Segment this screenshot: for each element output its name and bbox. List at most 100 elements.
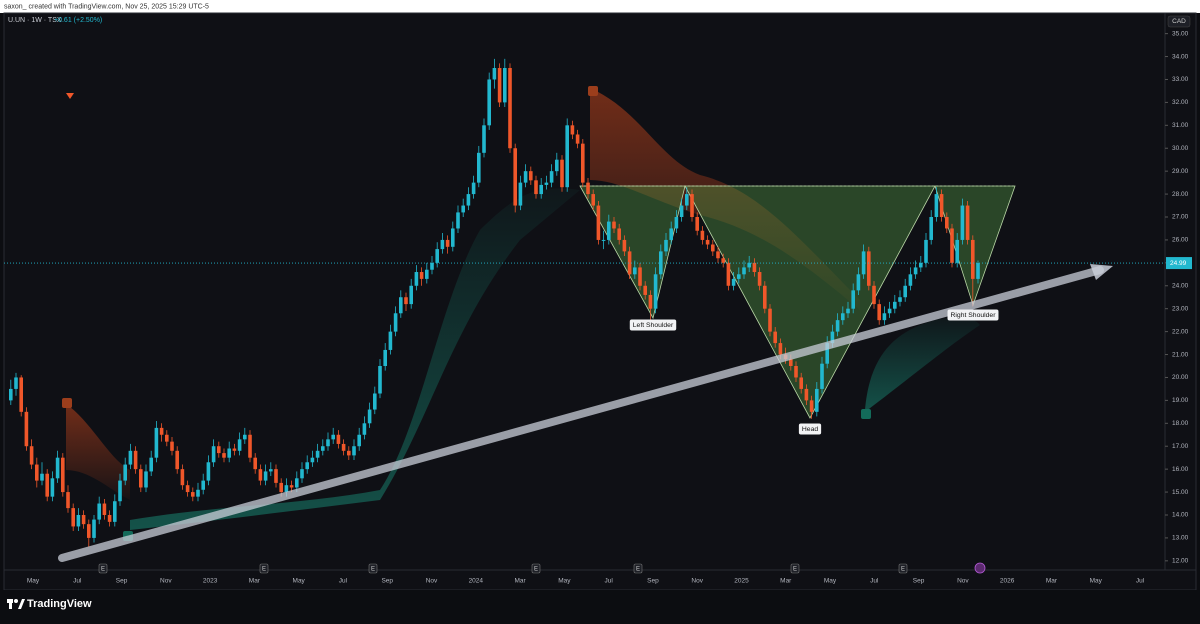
signal-up xyxy=(861,409,871,419)
y-tick-label: 27.00 xyxy=(1172,214,1189,221)
candle-body xyxy=(55,457,60,479)
candle-body xyxy=(269,469,273,472)
y-tick-label: 26.00 xyxy=(1172,237,1189,244)
y-tick-label: 18.00 xyxy=(1172,420,1189,427)
candle-body xyxy=(331,434,335,440)
logo-mark xyxy=(14,599,18,603)
candle-body xyxy=(726,262,731,286)
indicator-cloud-up xyxy=(865,317,980,412)
candle-body xyxy=(133,450,138,470)
indicator-cloud-down xyxy=(66,404,130,500)
candle-body xyxy=(950,228,954,263)
annotation-box xyxy=(798,423,822,435)
event-box xyxy=(898,563,908,574)
x-tick-label: May xyxy=(27,578,40,585)
signal-down xyxy=(66,93,74,99)
y-tick-label: 19.00 xyxy=(1172,397,1189,404)
brand: TradingView xyxy=(27,598,92,610)
candle-body xyxy=(633,267,637,275)
annotation: Right Shoulder xyxy=(951,312,997,319)
candle-body xyxy=(534,180,538,195)
right-shoulder-shape xyxy=(934,185,1016,307)
candle-body xyxy=(180,469,185,486)
candle-body xyxy=(149,457,153,472)
candle-body xyxy=(497,68,502,103)
candle-body xyxy=(388,331,393,350)
candle-body xyxy=(804,388,809,401)
candle-body xyxy=(872,285,876,305)
candle-body xyxy=(695,217,699,231)
candle-body xyxy=(903,285,907,298)
candle-body xyxy=(685,194,689,206)
candle-body xyxy=(61,457,65,493)
candle-body xyxy=(653,274,658,309)
candle-body xyxy=(705,239,710,245)
pattern xyxy=(579,185,1016,419)
y-tick-label: 33.00 xyxy=(1172,76,1189,83)
candle-body xyxy=(877,304,881,321)
y-tick-label: 32.00 xyxy=(1172,99,1189,106)
y-tick-label: 35.00 xyxy=(1172,30,1189,37)
candle-body xyxy=(92,519,96,538)
candle-body xyxy=(76,514,81,527)
event-box xyxy=(259,563,269,574)
candle-body xyxy=(170,441,174,451)
candle-body xyxy=(763,285,767,309)
y-tick-label: 23.00 xyxy=(1172,305,1189,312)
y-tick-label: 24.00 xyxy=(1172,282,1189,289)
arrow-head xyxy=(1090,264,1113,280)
symbol-title: U.UN · 1W · TSX xyxy=(8,17,62,24)
candle-body xyxy=(461,205,465,213)
candle-body xyxy=(414,272,419,286)
signal-down xyxy=(62,398,72,408)
candle-body xyxy=(518,182,523,206)
candle-body xyxy=(757,272,762,286)
x-tick-label: Jul xyxy=(339,578,348,585)
y-tick-label: 28.00 xyxy=(1172,191,1189,198)
candle-body xyxy=(347,450,351,456)
candle-body xyxy=(570,125,575,135)
x-tick-label: Nov xyxy=(160,578,172,585)
candle-body xyxy=(477,152,481,183)
candle-body xyxy=(29,446,34,465)
candle-body xyxy=(409,285,413,305)
candle-body xyxy=(971,239,975,279)
candle-body xyxy=(128,450,133,465)
candle-body xyxy=(747,262,751,268)
x-tick-label: Jul xyxy=(73,578,82,585)
candle-body xyxy=(19,377,23,412)
candle-body xyxy=(965,205,970,240)
last-price-box xyxy=(1166,257,1192,270)
candle-body xyxy=(924,239,928,263)
candle-body xyxy=(482,125,486,153)
candle-body xyxy=(243,434,247,440)
y-tick-label: 14.00 xyxy=(1172,512,1189,519)
candle-body xyxy=(648,294,653,309)
candle-body xyxy=(674,217,679,229)
candle-body xyxy=(222,453,226,458)
signal-down xyxy=(588,86,598,96)
candle-body xyxy=(513,148,517,206)
candle-body xyxy=(596,205,601,240)
candle-body xyxy=(955,239,959,263)
x-tick-label: Mar xyxy=(780,578,792,585)
candle-body xyxy=(97,503,101,520)
candle-body xyxy=(456,212,460,229)
candle-body xyxy=(445,239,450,247)
candle-body xyxy=(789,359,793,366)
event-label: E xyxy=(371,566,375,572)
candle-body xyxy=(310,457,315,463)
x-tick-label: May xyxy=(558,578,571,585)
candle-body xyxy=(24,411,29,447)
candle-body xyxy=(919,262,923,268)
candle-body xyxy=(825,343,829,364)
x-tick-label: 2023 xyxy=(203,578,218,585)
x-tick-label: Jul xyxy=(604,578,613,585)
x-tick-label: Sep xyxy=(381,578,393,585)
y-tick-label: 30.00 xyxy=(1172,145,1189,152)
candle-body xyxy=(773,331,777,344)
x-tick-label: Sep xyxy=(913,578,925,585)
candle-body xyxy=(731,278,736,286)
x-tick-label: Mar xyxy=(1046,578,1058,585)
